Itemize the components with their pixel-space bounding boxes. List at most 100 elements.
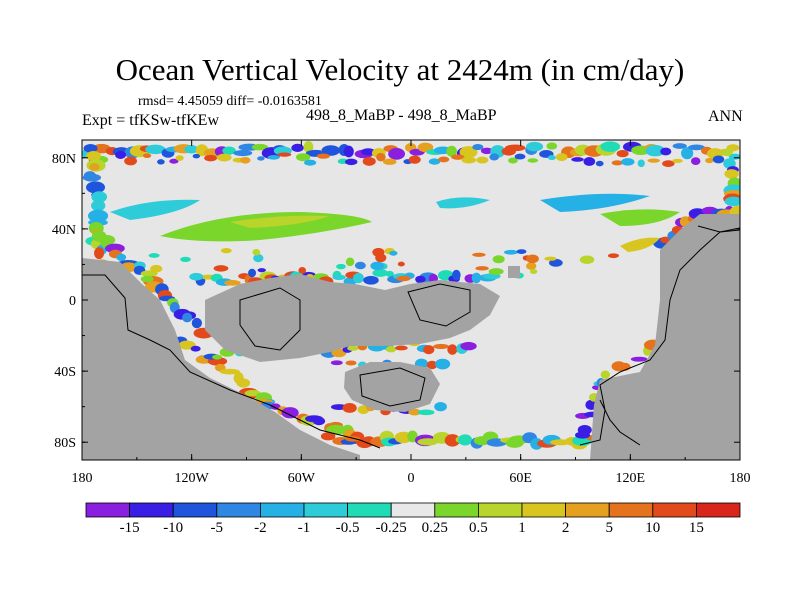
velocity-cell: [180, 256, 191, 262]
velocity-cell: [115, 150, 127, 159]
velocity-cell: [571, 157, 584, 162]
velocity-cell: [376, 153, 386, 162]
velocity-cell: [690, 157, 701, 165]
colorbar-box: [652, 502, 697, 518]
case-label: 498_8_MaBP - 498_8_MaBP: [306, 107, 497, 124]
velocity-cell: [157, 159, 165, 165]
land-western-continent: [82, 258, 360, 460]
velocity-cell: [236, 378, 251, 388]
velocity-cell: [87, 209, 109, 223]
velocity-cell: [175, 155, 184, 161]
velocity-cell: [460, 341, 477, 351]
velocity-cell: [86, 181, 106, 194]
velocity-cell: [451, 154, 465, 160]
coastline-southern-island: [359, 367, 426, 407]
x-tick-label: 180: [730, 471, 751, 486]
velocity-cell: [252, 249, 261, 256]
velocity-cell: [660, 236, 671, 244]
velocity-cell: [94, 247, 105, 260]
colorbar-label: -0.25: [376, 520, 407, 536]
x-axis: 180 120W 60W 0 60E 120E 180: [72, 140, 751, 486]
velocity-cell: [417, 438, 439, 446]
velocity-cell: [583, 157, 596, 166]
velocity-cell: [388, 148, 406, 160]
velocity-cell: [298, 267, 307, 274]
velocity-cell: [672, 158, 683, 163]
velocity-cell: [372, 269, 388, 277]
velocity-cell: [681, 147, 694, 160]
velocity-cell: [724, 169, 739, 179]
velocity-cell: [253, 253, 264, 263]
colorbar-box: [477, 502, 523, 518]
velocity-cell: [343, 145, 354, 158]
velocity-cell: [189, 272, 204, 281]
velocity-cell: [428, 158, 441, 165]
velocity-cell: [182, 312, 193, 323]
velocity-cell: [251, 143, 269, 151]
velocity-bands: [110, 193, 680, 252]
colorbar-label: -0.5: [336, 520, 360, 536]
velocity-cell: [611, 160, 623, 166]
velocity-cell: [91, 191, 108, 203]
velocity-cell: [446, 145, 457, 157]
band-cyan-central: [436, 197, 490, 209]
velocity-cell: [342, 403, 357, 413]
velocity-cell: [281, 407, 299, 419]
velocity-cell: [385, 270, 395, 277]
velocity-cell: [459, 146, 478, 159]
velocity-cell: [277, 152, 292, 157]
colorbar-box: [696, 502, 741, 518]
y-tick-label: 40S: [54, 365, 76, 380]
velocity-cell: [600, 370, 611, 379]
colorbar-box: [565, 502, 610, 518]
velocity-cell: [213, 265, 229, 272]
colorbar-label: -2: [254, 520, 267, 536]
velocity-cell: [426, 360, 438, 370]
velocity-cell: [142, 153, 152, 158]
velocity-cell: [621, 158, 635, 166]
velocity-cell: [233, 149, 253, 157]
velocity-cell: [503, 249, 519, 255]
velocity-cell: [190, 345, 201, 352]
coastline-east: [579, 229, 740, 446]
band-green-east: [600, 209, 680, 226]
velocity-cell: [295, 153, 311, 162]
velocity-cell: [630, 356, 648, 362]
coastline-west: [82, 274, 381, 449]
velocity-cell: [389, 250, 398, 256]
velocity-cell: [475, 266, 489, 271]
colorbar-label: -10: [163, 520, 183, 536]
velocity-cell: [547, 155, 556, 161]
velocity-cell: [316, 153, 330, 159]
velocity-cell: [476, 156, 489, 164]
velocity-cell: [219, 368, 240, 375]
velocity-cell: [321, 145, 341, 156]
y-tick-label: 80S: [54, 436, 76, 451]
velocity-cell: [408, 155, 421, 164]
velocity-cell: [363, 275, 379, 285]
velocity-cell: [508, 157, 518, 164]
experiment-label: Expt = tfKSw-tfKEw: [82, 112, 220, 129]
y-tick-label: 40N: [52, 223, 76, 238]
x-tick-label: 120W: [175, 471, 210, 486]
velocity-cell: [212, 354, 223, 360]
velocity-cell: [385, 346, 397, 353]
velocity-cell: [267, 155, 280, 160]
colorbar-box: [129, 502, 174, 518]
velocity-cell: [83, 144, 98, 153]
colorbar-label: 10: [645, 520, 660, 536]
velocity-cell: [688, 144, 705, 151]
velocity-cell: [345, 158, 358, 166]
velocity-cell: [527, 158, 539, 163]
velocity-cell: [423, 345, 435, 355]
velocity-cell: [529, 268, 538, 274]
y-tick-label: 0: [69, 294, 76, 309]
colorbar: -15 -10 -5 -2 -1 -0.5 -0.25 0.25 0.5 1 2 5 10 15: [85, 502, 741, 536]
colorbar-box: [216, 502, 261, 518]
land-small-island: [508, 266, 520, 278]
colorbar-box: [390, 502, 436, 518]
velocity-cell: [220, 247, 232, 254]
velocity-cell: [354, 261, 366, 270]
land-equatorial-continent: [205, 274, 500, 362]
colorbar-label: 2: [562, 520, 570, 536]
